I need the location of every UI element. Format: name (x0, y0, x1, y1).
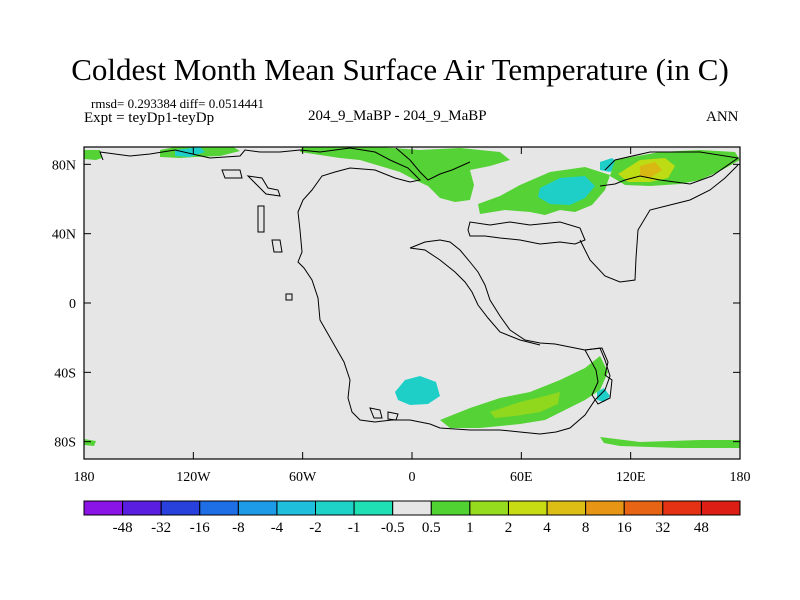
region-arctic-blue (175, 147, 205, 157)
colorbar-bin (662, 500, 702, 516)
colorbar-label: -8 (232, 520, 245, 536)
region-north-pangea (300, 147, 510, 202)
y-tick-label: 80N (52, 158, 76, 173)
colorbar-label: 1 (466, 520, 474, 536)
coast-antarctic-lobe (369, 407, 399, 421)
colorbar-bin (507, 500, 548, 516)
y-axis: 80N 40N 0 40S 80S (52, 158, 740, 451)
colorbar-bin (237, 500, 278, 516)
colorbar: -48 -32 -16 -8 -4 -2 -1 -0.5 0.5 1 2 4 8 16 32 48 (83, 500, 741, 536)
region-antarctic-rim (600, 437, 740, 448)
coast-northeast (599, 151, 740, 187)
y-tick-label: 40N (52, 228, 76, 243)
colorbar-label: -32 (151, 520, 171, 536)
x-tick-label: 180 (74, 470, 95, 485)
colorbar-label: -4 (271, 520, 284, 536)
colorbar-label: 16 (617, 520, 633, 536)
region-north-asia-neg (538, 176, 595, 205)
coast-north-islands (221, 169, 293, 301)
x-tick-label: 60W (289, 470, 317, 485)
region-south-atlantic (395, 376, 440, 405)
x-tick-label: 60E (510, 470, 533, 485)
colorbar-bin (199, 500, 239, 516)
colorbar-bin (700, 500, 741, 516)
season-label: ANN (706, 109, 739, 125)
colorbar-bin (623, 500, 664, 516)
colorbar-bin (276, 500, 317, 516)
colorbar-bin (315, 500, 355, 516)
colorbar-bin (430, 500, 471, 516)
coast-north-america (99, 147, 611, 435)
x-axis: 180 120W 60W 0 60E 120E 180 (74, 147, 751, 485)
colorbar-label: 2 (505, 520, 513, 536)
y-tick-label: 0 (69, 297, 76, 312)
colorbar-bin (353, 500, 394, 516)
colorbar-label: -1 (348, 520, 361, 536)
region-antarctic-west (84, 439, 96, 446)
colorbar-bin (392, 500, 432, 516)
y-tick-label: 80S (54, 436, 76, 451)
region-arctic-west (84, 150, 102, 160)
colorbar-label: 0.5 (422, 520, 441, 536)
colorbar-label: 32 (655, 520, 670, 536)
colorbar-label: -0.5 (381, 520, 405, 536)
colorbar-label: 48 (694, 520, 709, 536)
region-south-band-pos (490, 392, 560, 418)
period-label: 204_9_MaBP - 204_9_MaBP (308, 108, 487, 124)
colorbar-label: -16 (190, 520, 210, 536)
colorbar-bin (585, 500, 625, 516)
x-tick-label: 0 (409, 470, 416, 485)
map-background (84, 147, 740, 459)
coast-tethys (409, 247, 541, 346)
colorbar-label: -2 (309, 520, 322, 536)
chart-title: Coldest Month Mean Surface Air Temperatu… (71, 52, 729, 87)
colorbar-bin (469, 500, 509, 516)
colorbar-bin (122, 500, 162, 516)
coastlines (99, 147, 740, 435)
colorbar-label: 4 (543, 520, 551, 536)
colorbar-label: -48 (113, 520, 133, 536)
region-east-neg (597, 388, 610, 402)
colorbar-bin (83, 500, 124, 516)
colorbar-label: 8 (582, 520, 590, 536)
region-south-band (440, 356, 608, 428)
stats-line: rmsd= 0.293384 diff= 0.0514441 (91, 96, 264, 111)
colorbar-bin (160, 500, 201, 516)
coast-asia-inner (467, 221, 586, 245)
coast-india (584, 347, 613, 405)
y-tick-label: 40S (54, 366, 76, 381)
x-tick-label: 120W (176, 470, 211, 485)
coast-asia-east (579, 164, 739, 283)
region-far-east-hot (640, 162, 662, 178)
x-tick-label: 120E (616, 470, 646, 485)
experiment-line: Expt = teyDp1-teyDp (84, 110, 215, 126)
colorbar-bin (546, 500, 587, 516)
coast-east-pangea (395, 147, 471, 181)
x-tick-label: 180 (730, 470, 751, 485)
